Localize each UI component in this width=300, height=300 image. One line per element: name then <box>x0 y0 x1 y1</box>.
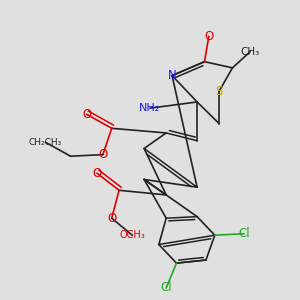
Text: Cl: Cl <box>160 281 172 294</box>
Text: Cl: Cl <box>238 227 250 240</box>
Text: O: O <box>82 108 91 121</box>
Text: S: S <box>215 85 223 98</box>
Text: CH₂CH₃: CH₂CH₃ <box>29 138 62 147</box>
Text: CH₃: CH₃ <box>241 47 260 57</box>
Text: O: O <box>92 167 102 180</box>
Text: N: N <box>168 69 176 82</box>
Text: O: O <box>107 212 116 225</box>
Text: OCH₃: OCH₃ <box>119 230 145 240</box>
Text: NH₂: NH₂ <box>140 103 160 113</box>
Text: O: O <box>98 148 107 161</box>
Text: O: O <box>204 30 214 43</box>
